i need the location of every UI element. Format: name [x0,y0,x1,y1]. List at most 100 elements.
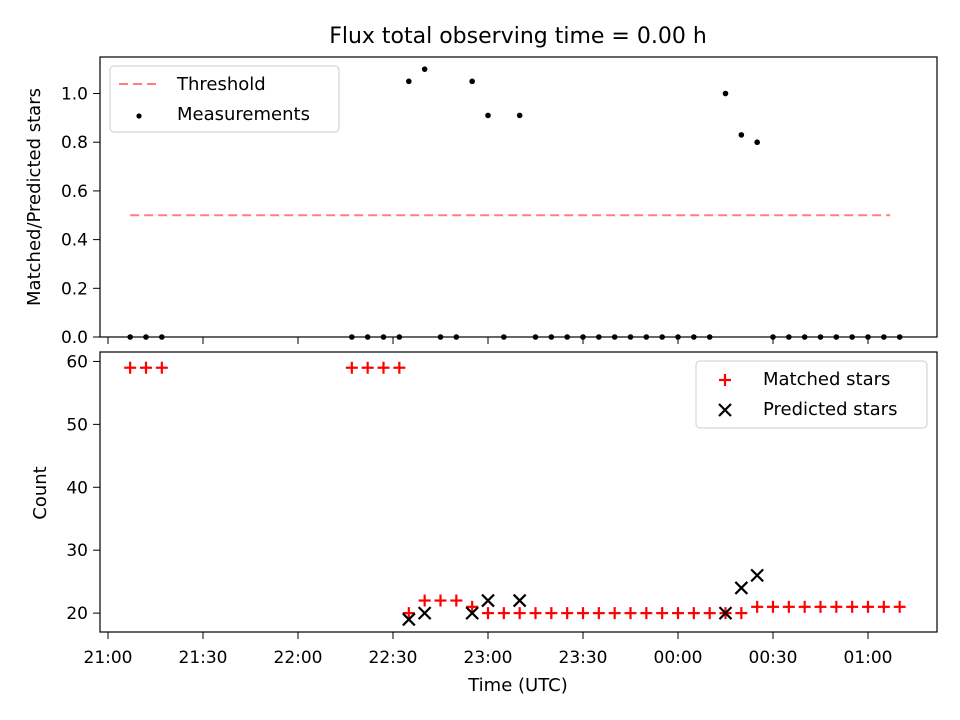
matched-star-point [561,607,574,620]
measurement-point [738,132,745,138]
matched-star-point [672,607,684,620]
predicted-star-stroke [512,593,527,608]
measurement-point [548,334,555,340]
matched-star-point [735,607,748,620]
bottom-x-tick-label: 23:30 [559,648,608,668]
measurement-point [349,334,355,340]
bottom-y-tick-label: 40 [66,478,88,498]
matched-star-point [703,607,716,620]
matched-star-point [608,607,621,620]
bottom-x-tick-label: 21:30 [179,648,228,668]
bottom-x-tick-label: 21:00 [84,648,133,668]
top-y-axis-label: Matched/Predicted stars [24,88,45,306]
legend-threshold-label: Threshold [176,74,266,95]
measurement-point [421,66,428,72]
bottom-y-tick-label: 20 [66,604,88,624]
bottom-y-tick-label: 30 [66,541,88,561]
matched-star-point [450,594,463,607]
measurement-point [159,334,165,340]
matched-star-point [140,361,152,374]
matched-star-point [497,607,510,620]
matched-star-point [345,361,358,374]
predicted-star-stroke [750,568,764,583]
measurement-point [675,334,681,340]
measurement-point [786,334,792,340]
measurement-point [691,334,697,340]
measurement-point [453,334,460,340]
measurement-point [143,334,149,340]
matched-star-point [751,600,764,613]
measurement-point [770,334,776,340]
matched-star-point [402,607,415,620]
matched-star-point [529,607,542,620]
matched-star-point [782,600,795,613]
measurement-point [817,334,824,340]
bottom-x-tick-label: 22:00 [274,648,323,668]
matched-star-point [624,607,637,620]
matched-star-point [862,600,874,613]
bottom-x-tick-label: 23:00 [464,648,513,668]
legend-measurements-label: Measurements [177,104,310,125]
matched-star-point [545,607,558,620]
bottom-y-tick-label: 50 [66,415,88,435]
matched-star-point [656,607,669,620]
predicted-star-point [512,593,527,608]
matched-star-point [592,607,605,620]
count-points [124,361,906,627]
measurement-point [865,334,871,340]
measurement-point [706,334,713,340]
measurement-point [896,334,903,340]
predicted-star-point [750,568,764,583]
matched-star-point [814,600,827,613]
top-y-tick-label: 0.2 [61,279,88,299]
measurement-point [406,78,412,85]
measurement-point [469,78,475,85]
top-y-tick-label: 0.0 [61,328,88,348]
top-panel: 0.0 0.2 0.4 0.6 0.8 1.0 Matched/Predicted sta… [24,56,938,348]
bottom-y-ticks: 20 30 40 50 60 [66,352,100,624]
measurement-point [364,334,371,340]
bottom-panel: 20 30 40 50 60 21:00 21:30 22:00 22:30 23:00 23:3… [30,351,938,696]
measurement-point [801,334,808,340]
predicted-star-point [402,612,416,627]
chart-title: Flux total observing time = 0.00 h [329,24,707,49]
top-y-tick-label: 1.0 [61,85,88,105]
bottom-legend: Matched stars Predicted stars [695,360,928,429]
matched-star-point [466,600,479,613]
predicted-star-stroke [402,612,416,627]
measurement-point [580,334,586,340]
matched-star-point [418,594,431,607]
matched-star-point [377,361,390,374]
bottom-legend-box [695,360,928,429]
top-y-ticks: 0.0 0.2 0.4 0.6 0.8 1.0 [61,85,100,348]
measurement-point [849,334,855,340]
predicted-star-point [734,581,749,595]
matched-star-point [798,600,811,613]
bottom-x-tick-label: 00:00 [654,648,703,668]
measurement-points [127,66,903,340]
measurement-point [516,112,523,119]
top-x-ticks [107,337,869,344]
legend-predicted-label: Predicted stars [763,399,897,420]
matched-star-point [482,607,494,620]
predicted-star-point [465,606,479,620]
top-y-tick-label: 0.8 [61,133,88,153]
measurement-point [485,112,491,119]
bottom-x-tick-label: 00:30 [749,648,798,668]
bottom-x-tick-label: 22:30 [369,648,418,668]
measurement-point [564,334,570,340]
predicted-star-stroke [417,606,432,620]
matched-star-point [155,361,168,374]
bottom-x-tick-label: 01:00 [844,648,893,668]
matched-star-point [767,600,779,613]
bottom-y-axis-label: Count [30,466,51,519]
predicted-star-stroke [481,593,495,608]
top-y-tick-label: 0.6 [61,182,88,202]
top-legend-box [109,65,340,133]
measurement-point [722,90,729,97]
measurement-point [611,334,618,340]
measurement-point [380,334,387,340]
legend-predicted-marker [718,403,732,417]
legend-matched-label: Matched stars [763,369,890,390]
